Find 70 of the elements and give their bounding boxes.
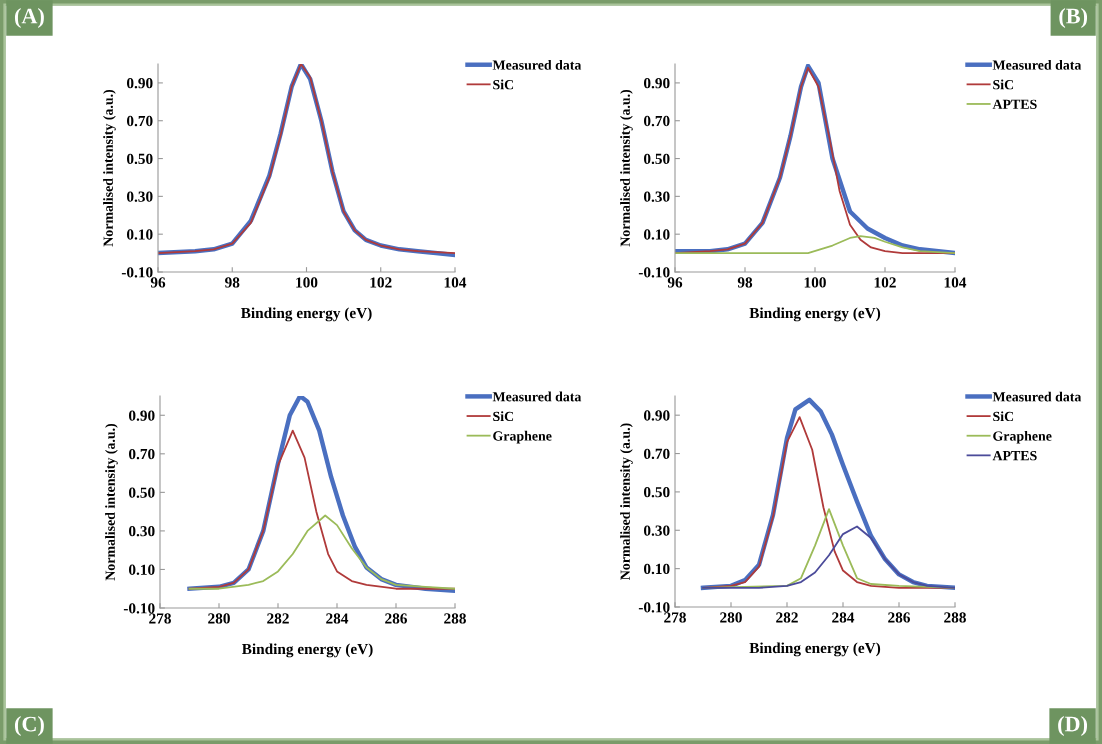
y-tick-label: 0.70 — [126, 115, 153, 127]
x-tick-label: 98 — [737, 277, 753, 288]
y-tick-label: 0.30 — [128, 526, 155, 537]
legend-label: Measured data — [992, 59, 1082, 70]
x-tick-label: 104 — [944, 277, 967, 288]
y-tick-label: 0.30 — [643, 525, 670, 536]
y-tick-label: 0.90 — [128, 410, 155, 421]
x-tick-label: 284 — [832, 612, 855, 623]
legend-label: SiC — [993, 79, 1014, 90]
text: (C) — [14, 715, 44, 737]
x-tick-label: 286 — [888, 612, 911, 623]
x-tick-label: 282 — [776, 612, 798, 623]
y-tick-label: 0.90 — [643, 410, 670, 421]
x-axis-title: Binding energy (eV) — [241, 643, 373, 658]
legend-label: Graphene — [993, 430, 1052, 444]
x-tick-label: 100 — [804, 277, 826, 288]
x-tick-label: 100 — [296, 277, 318, 288]
y-tick-label: 0.70 — [128, 448, 155, 460]
legend-label: Measured data — [492, 391, 582, 402]
legend-label: SiC — [493, 79, 514, 90]
legend-label: APTES — [992, 451, 1037, 461]
y-tick-label: -0.10 — [638, 602, 670, 613]
y-tick-label: 0.70 — [643, 115, 670, 127]
x-tick-label: 280 — [208, 613, 230, 624]
legend-label: Graphene — [493, 430, 552, 444]
y-tick-label: 0.90 — [643, 78, 670, 89]
y-axis-title: Normalised intensity (a.u.) — [105, 423, 118, 581]
x-tick-label: 282 — [267, 613, 289, 624]
text: (B) — [1059, 7, 1088, 29]
legend-label: SiC — [993, 411, 1014, 422]
y-tick-label: 0.90 — [126, 78, 153, 89]
y-tick-label: -0.10 — [121, 267, 153, 278]
x-tick-label: 284 — [326, 613, 349, 624]
legend-label: Measured data — [492, 59, 582, 70]
y-tick-label: 0.50 — [643, 153, 670, 165]
x-axis-title: Binding energy (eV) — [240, 307, 372, 322]
x-tick-label: 288 — [944, 612, 966, 623]
y-axis-title: Normalised intensity (a.u.) — [103, 89, 116, 247]
y-tick-label: 0.10 — [643, 229, 670, 240]
y-tick-label: -0.10 — [123, 603, 155, 614]
x-tick-label: 102 — [874, 277, 896, 288]
x-tick-label: 104 — [444, 277, 467, 288]
y-tick-label: 0.30 — [643, 191, 670, 202]
y-tick-label: -0.10 — [638, 267, 670, 278]
x-axis-title: Binding energy (eV) — [749, 642, 881, 657]
y-axis-title: Normalised intensity (a.u.) — [620, 89, 633, 247]
text: (A) — [14, 7, 44, 29]
x-tick-label: 288 — [444, 613, 466, 624]
legend-label: SiC — [493, 411, 514, 422]
y-tick-label: 0.50 — [128, 487, 155, 498]
x-tick-label: 286 — [385, 613, 408, 624]
y-tick-label: 0.30 — [126, 191, 153, 202]
legend-label: APTES — [992, 99, 1037, 109]
y-tick-label: 0.10 — [128, 564, 155, 575]
x-tick-label: 278 — [664, 612, 686, 623]
legend-label: Measured data — [992, 391, 1082, 402]
y-axis-title: Normalised intensity (a.u.) — [620, 423, 633, 580]
x-tick-label: 98 — [225, 277, 240, 288]
x-tick-label: 102 — [370, 277, 392, 288]
x-tick-label: 280 — [720, 612, 742, 623]
y-tick-label: 0.50 — [126, 153, 153, 165]
y-tick-label: 0.50 — [643, 487, 670, 498]
x-tick-label: 278 — [149, 613, 171, 624]
x-tick-label: 96 — [150, 277, 166, 288]
x-axis-title: Binding energy (eV) — [749, 307, 881, 322]
x-tick-label: 96 — [667, 277, 683, 288]
y-tick-label: 0.10 — [126, 229, 153, 240]
text: (D) — [1058, 715, 1088, 737]
y-tick-label: 0.70 — [643, 448, 670, 460]
y-tick-label: 0.10 — [643, 563, 670, 575]
